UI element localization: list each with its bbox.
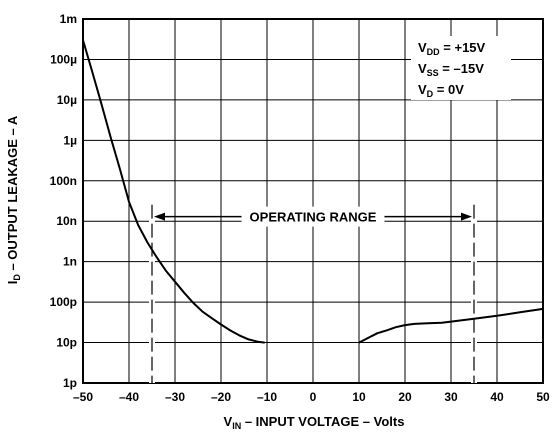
condition-vd: VD = 0V — [418, 82, 464, 99]
y-tick-label: 100p — [50, 295, 77, 309]
conditions-legend: VDD = +15V VSS = –15V VD = 0V — [411, 36, 511, 100]
operating-range-markers — [149, 204, 477, 383]
series-group — [82, 39, 544, 344]
conditions-legend-bg — [411, 36, 511, 100]
x-tick-label: 50 — [536, 390, 550, 404]
y-tick-label: 1n — [63, 255, 77, 269]
x-tick-label: –20 — [211, 390, 231, 404]
arrowhead-right-icon — [461, 212, 472, 221]
operating-range-label: OPERATING RANGE — [250, 210, 377, 225]
series-line-2 — [358, 307, 544, 344]
x-tick-label: –50 — [73, 390, 93, 404]
y-tick-label: 10µ — [57, 93, 77, 107]
arrowhead-left-icon — [154, 212, 165, 221]
condition-vdd: VDD = +15V — [418, 40, 486, 57]
operating-range-annotation: OPERATING RANGE — [154, 206, 472, 227]
condition-vss: VSS = –15V — [418, 61, 484, 78]
y-tick-label: 10n — [56, 214, 77, 228]
y-tick-label: 1m — [60, 12, 77, 26]
x-axis-label: VIN – INPUT VOLTAGE – Volts — [224, 414, 405, 431]
plot-frame — [82, 18, 544, 384]
x-tick-label: 10 — [352, 390, 366, 404]
y-axis-label: ID – OUTPUT LEAKAGE – A — [5, 115, 22, 284]
x-tick-label: –30 — [165, 390, 185, 404]
operating-range-label-bg — [241, 206, 385, 227]
x-tick-label: 20 — [398, 390, 412, 404]
x-tick-labels: –50 –40 –30 –20 –10 0 10 20 30 40 50 — [73, 390, 550, 404]
y-tick-labels: 1m 100µ 10µ 1µ 100n 10n 1n 100p 10p 1p — [50, 12, 77, 390]
y-tick-label: 100n — [50, 174, 77, 188]
y-tick-label: 1µ — [63, 133, 77, 147]
y-tick-label: 100µ — [50, 52, 77, 66]
y-tick-label: 1p — [63, 376, 77, 390]
x-tick-label: –40 — [119, 390, 139, 404]
x-tick-label: 0 — [310, 390, 317, 404]
series-line-1 — [82, 39, 265, 344]
x-tick-label: 30 — [444, 390, 458, 404]
x-tick-label: –10 — [257, 390, 277, 404]
x-tick-label: 40 — [490, 390, 504, 404]
y-tick-label: 10p — [56, 336, 77, 350]
